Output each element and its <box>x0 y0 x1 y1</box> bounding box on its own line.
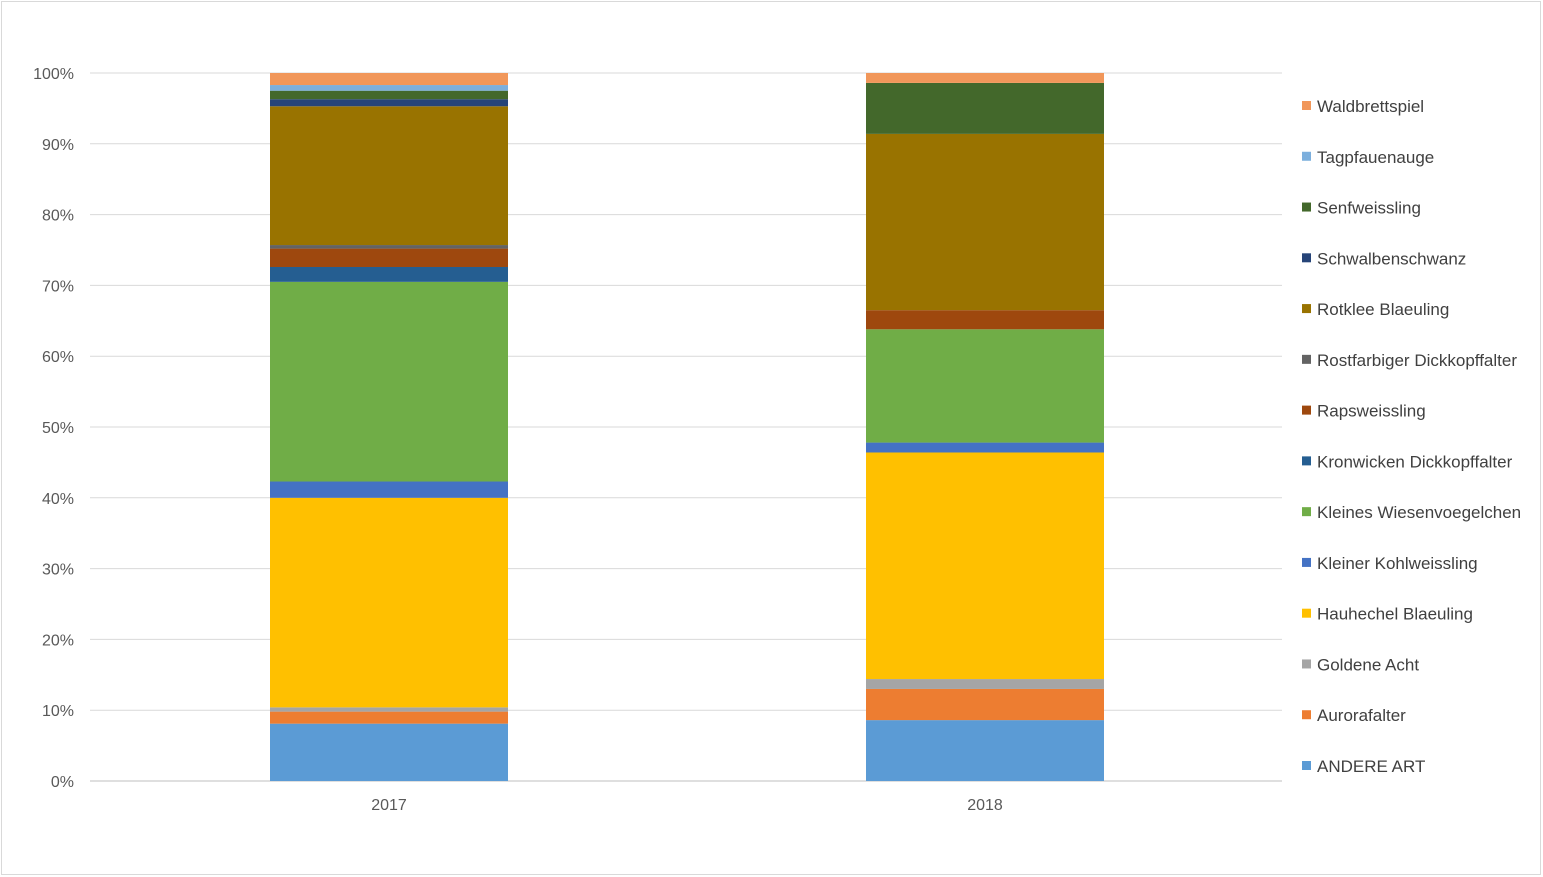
legend-item: Goldene Acht <box>1302 655 1419 674</box>
bar-segment-hauhechel-blaeuling-2017 <box>270 497 508 708</box>
y-tick-label: 10% <box>42 703 74 720</box>
bar-segment-kleines-wiesenvoegelchen-2018 <box>866 329 1104 443</box>
bar-segment-rapsweissling-2017 <box>270 248 508 267</box>
legend-label: Kleiner Kohlweissling <box>1317 554 1478 573</box>
legend-item: Rotklee Blaeuling <box>1302 300 1449 319</box>
legend-swatch <box>1302 405 1311 415</box>
y-tick-label: 60% <box>42 349 74 366</box>
legend-swatch <box>1302 253 1311 263</box>
legend-item: Rapsweissling <box>1302 402 1426 421</box>
bar-segment-kleiner-kohlweissling-2018 <box>866 442 1104 453</box>
legend-swatch <box>1302 354 1311 364</box>
bar-stacks <box>270 73 1104 781</box>
legend-swatch <box>1302 151 1311 161</box>
legend-label: ANDERE ART <box>1317 757 1425 776</box>
x-tick-label: 2018 <box>967 797 1003 814</box>
legend-swatch <box>1302 456 1311 466</box>
bar-segment-rotklee-blaeuling-2017 <box>270 106 508 246</box>
legend-label: Hauhechel Blaeuling <box>1317 605 1473 624</box>
bar-segment-kronwicken-dickkopffalter-2017 <box>270 266 508 282</box>
y-tick-label: 90% <box>42 137 74 154</box>
bar-segment-rostfarbiger-dickkopffalter-2017 <box>270 245 508 249</box>
legend-swatch <box>1302 608 1311 618</box>
legend-swatch <box>1302 710 1311 720</box>
legend-label: Rotklee Blaeuling <box>1317 300 1449 319</box>
bar-segment-kleiner-kohlweissling-2017 <box>270 481 508 498</box>
legend-item: Aurorafalter <box>1302 706 1406 725</box>
legend-swatch <box>1302 761 1311 770</box>
legend-label: Rapsweissling <box>1317 402 1426 421</box>
legend-swatch <box>1302 507 1311 517</box>
y-axis-tick-labels: 0% 10% 20% 30% 40% 50% 60% 70% 80% 90% 100% <box>33 66 74 791</box>
bar-segment-tagpfauenauge-2017 <box>270 85 508 91</box>
legend-label: Rostfarbiger Dickkopffalter <box>1317 351 1517 370</box>
legend-swatch <box>1302 659 1311 669</box>
y-tick-label: 30% <box>42 562 74 579</box>
bar-segment-goldene-acht-2017 <box>270 707 508 712</box>
bar-segment-aurorafalter-2017 <box>270 711 508 724</box>
bar-segment-kleines-wiesenvoegelchen-2017 <box>270 281 508 482</box>
legend-label: Schwalbenschwanz <box>1317 249 1466 268</box>
bar-segment-rotklee-blaeuling-2018 <box>866 133 1104 311</box>
bar-segment-schwalbenschwanz-2017 <box>270 99 508 107</box>
bar-stack-2017 <box>270 73 508 781</box>
legend-label: Kleines Wiesenvoegelchen <box>1317 503 1521 522</box>
legend-item: Senfweissling <box>1302 199 1421 218</box>
legend-item: Tagpfauenauge <box>1302 148 1434 167</box>
legend-item: Schwalbenschwanz <box>1302 249 1466 268</box>
bar-segment-senfweissling-2017 <box>270 90 508 100</box>
legend-item: Rostfarbiger Dickkopffalter <box>1302 351 1517 370</box>
legend-label: Kronwicken Dickkopffalter <box>1317 452 1513 471</box>
bar-segment-goldene-acht-2018 <box>866 679 1104 689</box>
x-axis-tick-labels: 2017 2018 <box>371 797 1003 814</box>
y-tick-label: 100% <box>33 66 74 83</box>
bar-segment-rapsweissling-2018 <box>866 310 1104 330</box>
legend-item: Kronwicken Dickkopffalter <box>1302 452 1513 471</box>
legend-label: Senfweissling <box>1317 199 1421 218</box>
y-tick-label: 20% <box>42 632 74 649</box>
legend-swatch <box>1302 304 1311 314</box>
legend-swatch <box>1302 101 1311 110</box>
bar-segment-waldbrettspiel-2018 <box>866 73 1104 83</box>
legend-item: Waldbrettspiel <box>1302 97 1424 116</box>
legend-item: Hauhechel Blaeuling <box>1302 605 1473 624</box>
legend: Waldbrettspiel Tagpfauenauge Senfweissling… <box>1302 97 1521 776</box>
y-tick-label: 40% <box>42 491 74 508</box>
legend-item: Kleines Wiesenvoegelchen <box>1302 503 1521 522</box>
legend-label: Goldene Acht <box>1317 655 1419 674</box>
legend-label: Tagpfauenauge <box>1317 148 1434 167</box>
legend-swatch <box>1302 557 1311 567</box>
bar-segment-andere-art-2018 <box>866 720 1104 781</box>
legend-item: Kleiner Kohlweissling <box>1302 554 1478 573</box>
legend-swatch <box>1302 202 1311 212</box>
y-tick-label: 70% <box>42 278 74 295</box>
bar-segment-hauhechel-blaeuling-2018 <box>866 452 1104 680</box>
bar-segment-senfweissling-2018 <box>866 82 1104 134</box>
legend-item: ANDERE ART <box>1302 757 1425 776</box>
y-tick-label: 50% <box>42 420 74 437</box>
bar-segment-waldbrettspiel-2017 <box>270 73 508 86</box>
legend-label: Waldbrettspiel <box>1317 97 1424 116</box>
y-tick-label: 80% <box>42 208 74 225</box>
bar-segment-aurorafalter-2018 <box>866 688 1104 721</box>
bar-stack-2018 <box>866 73 1104 781</box>
y-tick-label: 0% <box>51 774 74 791</box>
bar-segment-andere-art-2017 <box>270 723 508 781</box>
legend-label: Aurorafalter <box>1317 706 1406 725</box>
x-tick-label: 2017 <box>371 797 407 814</box>
